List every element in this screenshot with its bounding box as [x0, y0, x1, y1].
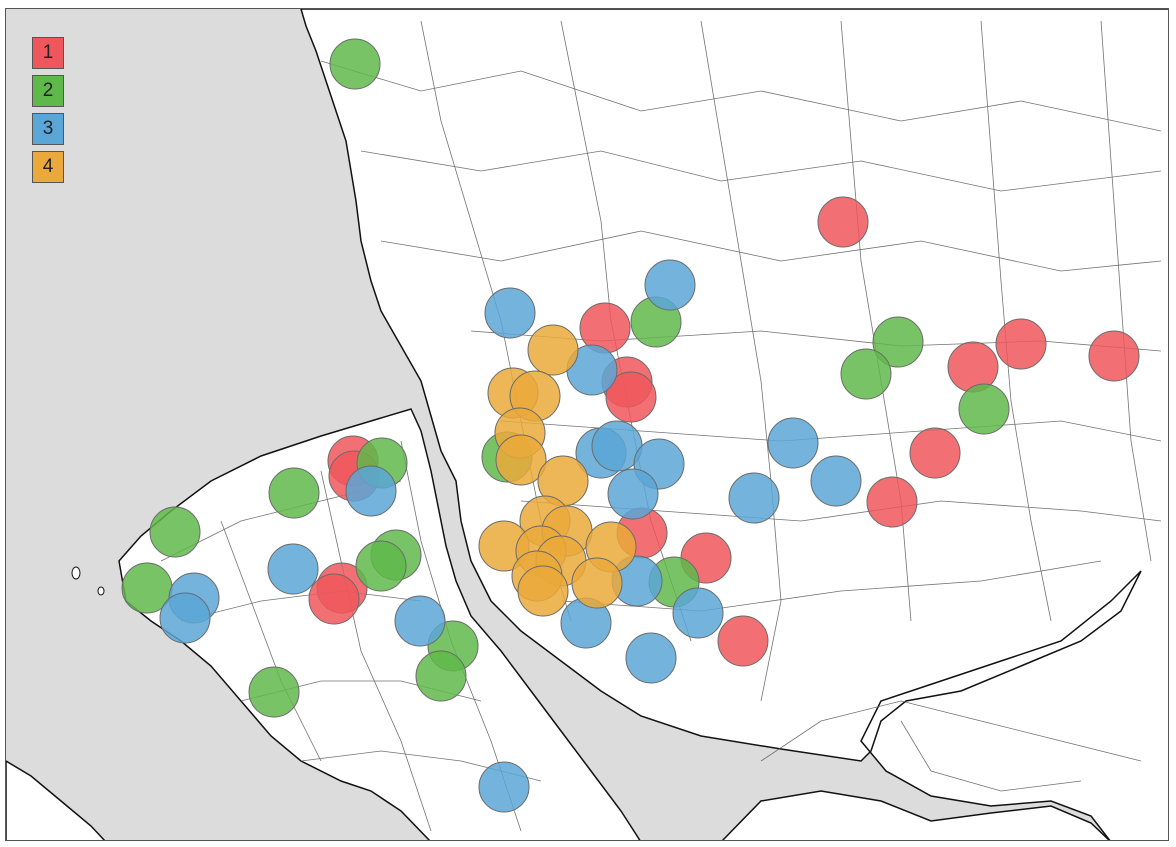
cluster-circle-class-3[interactable]	[767, 417, 819, 469]
land-wirral	[118, 408, 641, 840]
legend-item-1: 1	[32, 37, 64, 69]
land-wales	[6, 760, 106, 840]
cluster-circle-class-3[interactable]	[810, 455, 862, 507]
legend-item-2: 2	[32, 75, 64, 107]
cluster-circle-class-3[interactable]	[625, 632, 677, 684]
legend-label: 1	[42, 42, 54, 63]
cluster-circle-class-2[interactable]	[329, 38, 381, 90]
cluster-circle-class-2[interactable]	[149, 506, 201, 558]
cluster-circle-class-1[interactable]	[909, 427, 961, 479]
cluster-circle-class-2[interactable]	[872, 316, 924, 368]
legend-item-3: 3	[32, 113, 64, 145]
cluster-circle-class-4[interactable]	[571, 557, 623, 609]
cluster-circle-class-2[interactable]	[840, 348, 892, 400]
cluster-circle-class-3[interactable]	[607, 468, 659, 520]
road-network	[160, 20, 1162, 832]
cluster-circle-class-1[interactable]	[866, 476, 918, 528]
legend-label: 2	[42, 80, 54, 101]
cluster-circle-class-3[interactable]	[478, 761, 530, 813]
legend-item-4: 4	[32, 151, 64, 183]
legend-label: 4	[42, 156, 54, 177]
map-frame: 1 2 3 4	[5, 8, 1169, 841]
cluster-circle-class-4[interactable]	[527, 324, 579, 376]
map-canvas[interactable]	[6, 9, 1169, 841]
cluster-circle-class-1[interactable]	[308, 573, 360, 625]
cluster-circle-class-1[interactable]	[717, 615, 769, 667]
cluster-circle-class-4[interactable]	[495, 434, 547, 486]
cluster-circle-class-3[interactable]	[159, 592, 211, 644]
cluster-circle-class-1[interactable]	[1088, 330, 1140, 382]
cluster-circle-class-3[interactable]	[394, 595, 446, 647]
island-1	[71, 566, 81, 580]
cluster-layer[interactable]	[121, 38, 1140, 813]
cluster-circle-class-1[interactable]	[817, 196, 869, 248]
cluster-circle-class-4[interactable]	[517, 565, 569, 617]
land-north	[300, 9, 1168, 840]
cluster-circle-class-2[interactable]	[248, 666, 300, 718]
cluster-circle-class-3[interactable]	[484, 287, 536, 339]
land-cheshire	[721, 790, 1110, 840]
cluster-circle-class-2[interactable]	[355, 540, 407, 592]
cluster-circle-class-3[interactable]	[267, 543, 319, 595]
cluster-circle-class-2[interactable]	[415, 650, 467, 702]
cluster-circle-class-3[interactable]	[728, 472, 780, 524]
cluster-circle-class-1[interactable]	[995, 318, 1047, 370]
cluster-circle-class-3[interactable]	[672, 587, 724, 639]
cluster-circle-class-2[interactable]	[268, 467, 320, 519]
cluster-circle-class-2[interactable]	[958, 383, 1010, 435]
cluster-circle-class-3[interactable]	[644, 259, 696, 311]
legend-label: 3	[42, 118, 54, 139]
cluster-circle-class-1[interactable]	[605, 371, 657, 423]
cluster-circle-class-3[interactable]	[345, 465, 397, 517]
island-2	[97, 586, 105, 596]
